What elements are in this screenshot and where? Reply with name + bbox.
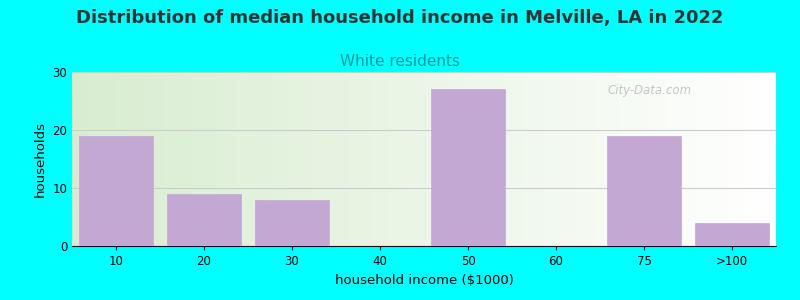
Bar bbox=[254, 200, 330, 246]
Bar bbox=[606, 136, 682, 246]
Bar bbox=[694, 223, 770, 246]
Bar bbox=[78, 136, 154, 246]
X-axis label: household income ($1000): household income ($1000) bbox=[334, 274, 514, 286]
Text: White residents: White residents bbox=[340, 54, 460, 69]
Bar bbox=[166, 194, 242, 246]
Y-axis label: households: households bbox=[34, 121, 46, 197]
Text: Distribution of median household income in Melville, LA in 2022: Distribution of median household income … bbox=[76, 9, 724, 27]
Text: City-Data.com: City-Data.com bbox=[607, 84, 691, 97]
Bar bbox=[430, 89, 506, 246]
